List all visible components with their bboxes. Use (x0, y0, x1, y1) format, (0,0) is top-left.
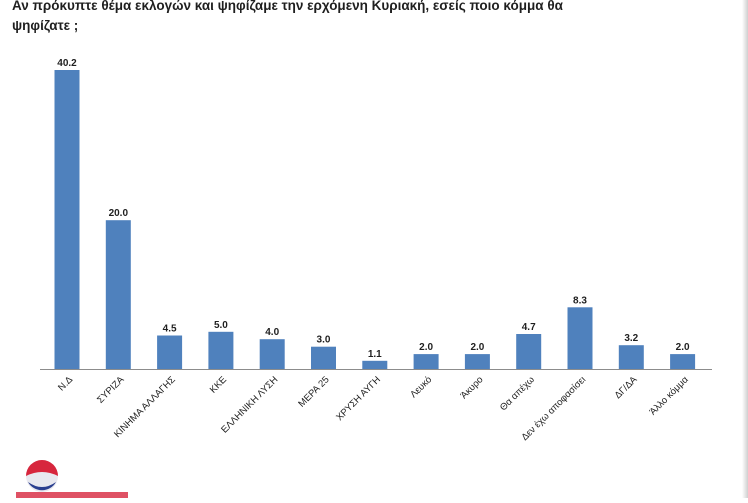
category-label-4: ΕΛΛΗΝΙΚΗ ΛΥΣΗ (219, 374, 280, 435)
logo-red-arc (26, 460, 58, 476)
title-line-2: ψηφίζατε ; (12, 18, 79, 33)
value-label-7: 2.0 (419, 342, 433, 353)
value-label-4: 4.0 (265, 327, 279, 338)
bar-2 (157, 335, 183, 369)
bar-5 (311, 346, 336, 369)
logo-blue-arc (28, 482, 56, 491)
value-label-0: 40.2 (57, 58, 77, 69)
value-label-2: 4.5 (163, 324, 177, 335)
category-label-3: ΚΚΕ (208, 374, 229, 395)
category-label-5: ΜΕΡΑ 25 (296, 374, 331, 409)
slide-edge (742, 0, 748, 498)
value-label-10: 8.3 (573, 295, 587, 306)
category-label-7: Λευκό (408, 374, 434, 400)
value-label-12: 2.0 (676, 342, 690, 353)
value-label-8: 2.0 (470, 342, 484, 353)
bar-4 (259, 339, 285, 369)
category-label-11: ΔΓ/ΔΑ (613, 374, 640, 401)
category-label-6: ΧΡΥΣΗ ΑΥΓΗ (334, 374, 383, 423)
bar-10 (567, 307, 593, 369)
category-label-1: ΣΥΡΙΖΑ (95, 374, 127, 406)
bar-6 (362, 360, 388, 369)
category-label-8: Άκυρο (459, 374, 486, 401)
bar-9 (516, 334, 542, 369)
bar-3 (208, 331, 234, 369)
value-label-9: 4.7 (522, 322, 536, 333)
logo-text-stub (16, 492, 128, 498)
bar-8 (464, 354, 490, 369)
bars-group (54, 70, 696, 369)
value-label-1: 20.0 (109, 208, 129, 219)
bar-12 (670, 354, 696, 369)
bar-7 (413, 354, 439, 369)
value-labels-group: 40.2 20.0 4.5 5.0 4.0 3.0 1.1 2.0 2.0 4.7 8.3 3.2 2.… (57, 58, 690, 360)
value-label-6: 1.1 (368, 349, 382, 360)
value-label-11: 3.2 (624, 333, 638, 344)
value-label-3: 5.0 (214, 320, 228, 331)
category-label-0: Ν.Δ (56, 374, 75, 393)
chart-title: Αν πρόκυπτε θέμα εκλογών και ψηφίζαμε τη… (12, 0, 712, 36)
value-label-5: 3.0 (317, 335, 331, 346)
pollster-logo (10, 458, 128, 498)
bar-0 (54, 70, 80, 369)
title-line-1: Αν πρόκυπτε θέμα εκλογών και ψηφίζαμε τη… (12, 0, 563, 13)
bar-1 (105, 220, 131, 369)
category-label-9: Θα απέχω (498, 374, 537, 413)
bar-11 (618, 345, 644, 369)
category-label-12: Άλλο κόμμα (648, 374, 691, 417)
